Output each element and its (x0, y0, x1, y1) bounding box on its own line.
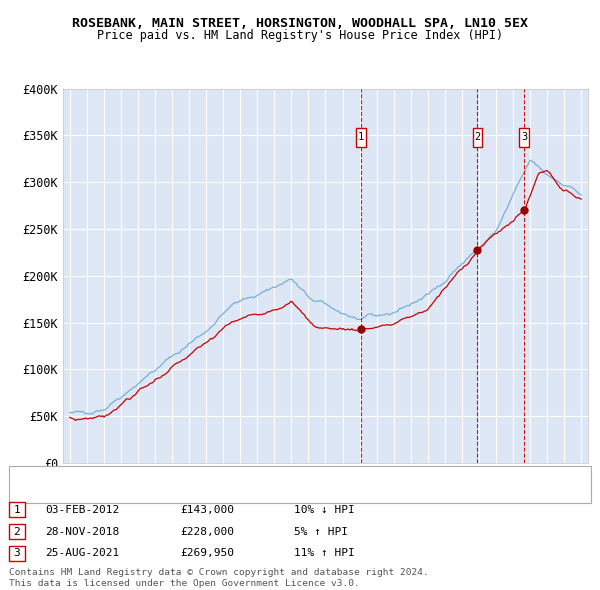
Text: 11% ↑ HPI: 11% ↑ HPI (294, 549, 355, 558)
Text: Price paid vs. HM Land Registry's House Price Index (HPI): Price paid vs. HM Land Registry's House … (97, 29, 503, 42)
Text: £143,000: £143,000 (180, 505, 234, 514)
FancyBboxPatch shape (520, 128, 529, 146)
Text: 28-NOV-2018: 28-NOV-2018 (45, 527, 119, 536)
Text: 10% ↓ HPI: 10% ↓ HPI (294, 505, 355, 514)
Text: 25-AUG-2021: 25-AUG-2021 (45, 549, 119, 558)
Text: 2: 2 (13, 527, 20, 536)
Text: 1: 1 (13, 505, 20, 514)
Text: HPI: Average price, detached house, East Lindsey: HPI: Average price, detached house, East… (51, 489, 339, 499)
FancyBboxPatch shape (473, 128, 482, 146)
Point (519, 205, 529, 215)
Text: Contains HM Land Registry data © Crown copyright and database right 2024.
This d: Contains HM Land Registry data © Crown c… (9, 568, 429, 588)
Text: 1: 1 (358, 132, 364, 142)
Text: 5% ↑ HPI: 5% ↑ HPI (294, 527, 348, 536)
Text: ROSEBANK, MAIN STREET, HORSINGTON, WOODHALL SPA, LN10 5EX: ROSEBANK, MAIN STREET, HORSINGTON, WOODH… (72, 17, 528, 30)
Text: 03-FEB-2012: 03-FEB-2012 (45, 505, 119, 514)
Point (473, 245, 482, 254)
Text: 3: 3 (521, 132, 527, 142)
Text: £228,000: £228,000 (180, 527, 234, 536)
Text: 2: 2 (474, 132, 481, 142)
FancyBboxPatch shape (356, 128, 365, 146)
Text: ROSEBANK, MAIN STREET, HORSINGTON, WOODHALL SPA, LN10 5EX (detached house): ROSEBANK, MAIN STREET, HORSINGTON, WOODH… (51, 471, 495, 481)
Text: 3: 3 (13, 549, 20, 558)
Point (356, 324, 366, 334)
Text: £269,950: £269,950 (180, 549, 234, 558)
